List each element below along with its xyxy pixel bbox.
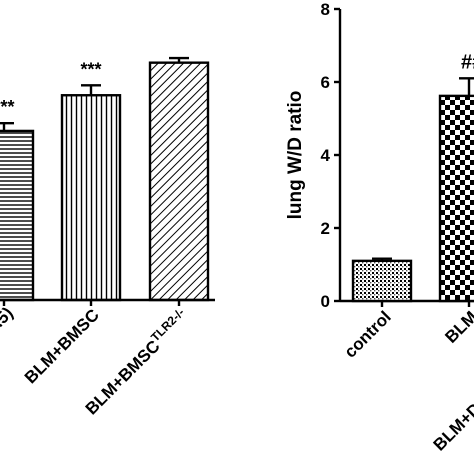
significance-label: ## — [461, 51, 474, 73]
bar — [351, 259, 413, 303]
y-tick-label: 0 — [321, 292, 330, 311]
right-chart: 0 2 4 6 8 lung W/D ratio ## control BLM BLM+D — [285, 0, 474, 455]
x-tick-label: BLM+BMSC — [21, 305, 103, 387]
y-tick-label: 4 — [321, 146, 331, 165]
significance-label: *** — [0, 97, 15, 117]
x-tick-label: BLM — [441, 307, 474, 346]
y-tick-label: 6 — [321, 73, 330, 92]
bar — [148, 61, 210, 302]
y-tick-label: 2 — [321, 219, 330, 238]
bar — [0, 129, 35, 302]
x-tick-label: control — [341, 307, 395, 361]
significance-label: *** — [80, 59, 101, 79]
x-tick-label: BLM+D — [430, 399, 474, 454]
bar — [60, 94, 122, 302]
y-tick-label: 8 — [321, 0, 330, 19]
bar — [438, 94, 474, 303]
x-tick-label: ...5) — [0, 303, 17, 337]
y-axis-label: lung W/D ratio — [285, 91, 306, 220]
